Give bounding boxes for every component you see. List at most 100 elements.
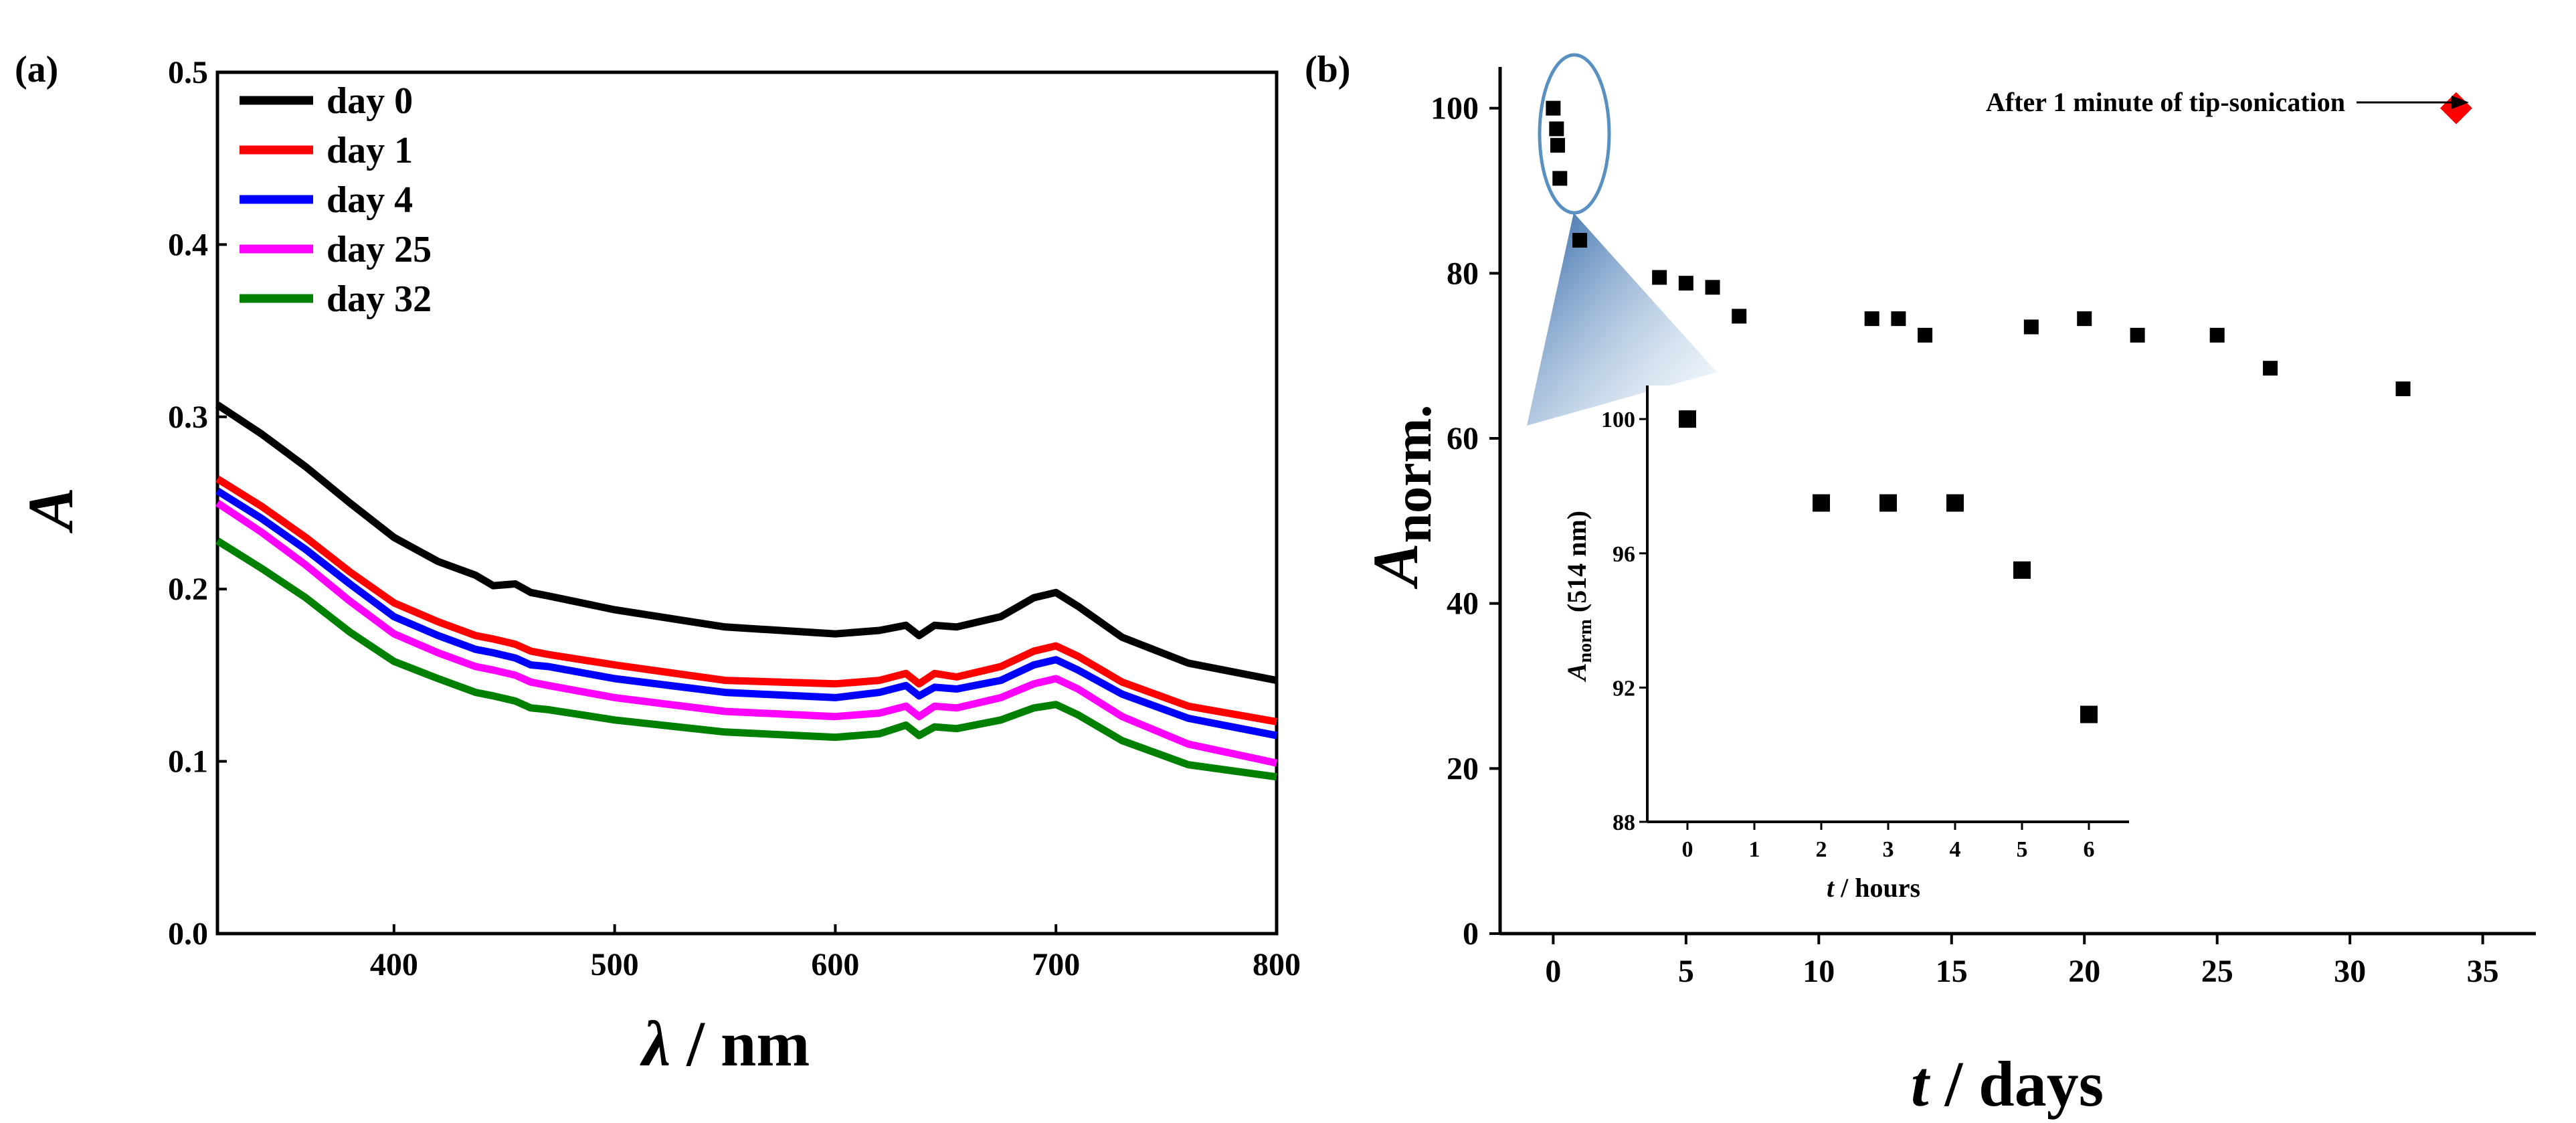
- series-line-day-32: [215, 537, 1277, 781]
- b-xtick-label: 5: [1678, 954, 1694, 989]
- data-point: [1864, 311, 1879, 327]
- data-point: [2130, 327, 2145, 343]
- panel-a-series-lines: [215, 402, 1278, 781]
- inset-data-points: [1679, 410, 2098, 723]
- data-point: [2263, 361, 2278, 376]
- legend-label-day-32: day 32: [327, 278, 432, 320]
- b-xtick-label: 20: [2068, 954, 2100, 989]
- inset-data-point: [1946, 494, 1964, 512]
- a-xtick-label: 700: [1032, 947, 1080, 982]
- panel-b-y-ticks: 0 20 40 60 80 100: [1431, 91, 1500, 952]
- inset-xtick-label: 4: [1950, 837, 1961, 862]
- b-xtick-label: 15: [1936, 954, 1968, 989]
- inset-x-axis-label-symbol: t: [1827, 873, 1835, 903]
- series-line-day-1: [215, 475, 1277, 725]
- data-point: [2209, 327, 2225, 343]
- inset-y-axis-label-wavelength: (514 nm): [1562, 511, 1592, 619]
- inset-data-point: [1813, 494, 1830, 512]
- b-xtick-label: 10: [1803, 954, 1835, 989]
- a-ytick-label: 0.5: [168, 55, 208, 90]
- panel-b-y-axis-label-symbol: A: [1360, 543, 1431, 589]
- panel-b-y-axis-label: Anorm.: [1360, 405, 1443, 590]
- panel-a-x-ticks: 400 500 600 700 800: [370, 924, 1301, 982]
- inset-x-axis-label: t / hours: [1827, 873, 1920, 903]
- inset-data-point: [2013, 561, 2031, 579]
- data-point: [1552, 171, 1568, 186]
- b-xtick-label: 30: [2334, 954, 2366, 989]
- inset-xtick-label: 6: [2084, 837, 2095, 862]
- panel-a-label: (a): [15, 49, 58, 90]
- panel-b-x-axis-label: t / days: [1911, 1048, 2104, 1120]
- legend-label-day-1: day 1: [327, 130, 413, 171]
- series-line-day-0: [215, 402, 1278, 684]
- zoom-callout-cone: [1527, 213, 1717, 426]
- panel-b-label: (b): [1305, 49, 1350, 90]
- b-ytick-label: 20: [1447, 751, 1479, 786]
- data-point: [1546, 100, 1561, 116]
- data-point: [1705, 280, 1720, 295]
- inset-ytick-label: 96: [1613, 542, 1635, 567]
- inset-xtick-label: 5: [2017, 837, 2028, 862]
- panel-a-x-axis-label-unit: / nm: [670, 1008, 810, 1079]
- inset-xtick-label: 1: [1749, 837, 1760, 862]
- a-xtick-label: 600: [811, 947, 859, 982]
- data-point: [1572, 233, 1588, 248]
- inset-ytick-label: 100: [1601, 408, 1635, 432]
- inset-xtick-label: 0: [1682, 837, 1693, 862]
- inset-y-axis-label: Anorm (514 nm): [1562, 511, 1596, 683]
- inset-x-axis-label-unit: / hours: [1834, 873, 1920, 903]
- panel-b-data-points: [1546, 92, 2472, 396]
- panel-a-x-axis-label-symbol: λ: [640, 1008, 671, 1079]
- inset-y-axis-label-symbol: A: [1562, 663, 1592, 683]
- data-point: [1549, 121, 1564, 137]
- inset-x-ticks: 0 1 2 3 4 5 6: [1682, 822, 2095, 862]
- data-point: [2395, 381, 2411, 396]
- series-line-day-25: [215, 499, 1278, 767]
- b-ytick-label: 0: [1463, 916, 1479, 952]
- zoom-callout-ellipse: [1538, 53, 1611, 215]
- legend-label-day-25: day 25: [327, 229, 432, 270]
- series-line-day-4: [215, 487, 1278, 740]
- a-ytick-label: 0.0: [168, 916, 208, 952]
- a-ytick-label: 0.2: [168, 572, 208, 607]
- legend-label-day-4: day 4: [327, 179, 413, 221]
- b-ytick-label: 40: [1447, 586, 1479, 622]
- panel-a-chart: 0.0 0.1 0.2 0.3 0.4 0.5 400 500 600 700 800 day 0…: [15, 55, 1301, 1079]
- a-ytick-label: 0.4: [168, 227, 208, 262]
- data-point: [1652, 270, 1667, 285]
- data-point-sonicated: [2440, 92, 2472, 124]
- annotation-arrow-head: [2452, 96, 2469, 109]
- b-xtick-label: 35: [2467, 954, 2499, 989]
- a-ytick-label: 0.3: [168, 400, 208, 435]
- inset-y-ticks: 88 92 96 100: [1601, 408, 1647, 835]
- inset-y-axis-label-subscript: norm: [1575, 619, 1596, 663]
- b-ytick-label: 60: [1447, 421, 1479, 456]
- a-xtick-label: 500: [591, 947, 639, 982]
- data-point: [1891, 311, 1906, 327]
- b-ytick-label: 80: [1447, 256, 1479, 291]
- inset-ytick-label: 88: [1613, 810, 1635, 835]
- inset-background: [1647, 385, 2129, 822]
- inset-data-point: [2080, 705, 2098, 723]
- data-point: [1732, 309, 1747, 324]
- panel-a-y-ticks: 0.0 0.1 0.2 0.3 0.4 0.5: [168, 55, 227, 952]
- b-ytick-label: 100: [1431, 91, 1479, 126]
- data-point: [1678, 276, 1693, 291]
- data-point: [1550, 138, 1566, 153]
- panel-a-x-axis-label: λ / nm: [640, 1008, 810, 1079]
- inset-data-point: [1679, 410, 1696, 428]
- inset-xtick-label: 3: [1883, 837, 1894, 862]
- a-xtick-label: 400: [370, 947, 418, 982]
- panel-b-x-ticks: 0 5 10 15 20 25 30 35: [1545, 934, 2499, 989]
- panel-a-legend: day 0 day 1 day 4 day 25 day 32: [240, 80, 432, 320]
- panel-a-y-axis-label: A: [15, 487, 86, 533]
- data-point: [2077, 311, 2092, 327]
- data-point: [2023, 319, 2039, 335]
- inset-data-point: [1879, 494, 1897, 512]
- b-xtick-label: 25: [2201, 954, 2233, 989]
- panel-b-x-axis-label-symbol: t: [1911, 1048, 1931, 1120]
- b-xtick-label: 0: [1545, 954, 1561, 989]
- legend-label-day-0: day 0: [327, 80, 413, 122]
- a-ytick-label: 0.1: [168, 744, 208, 780]
